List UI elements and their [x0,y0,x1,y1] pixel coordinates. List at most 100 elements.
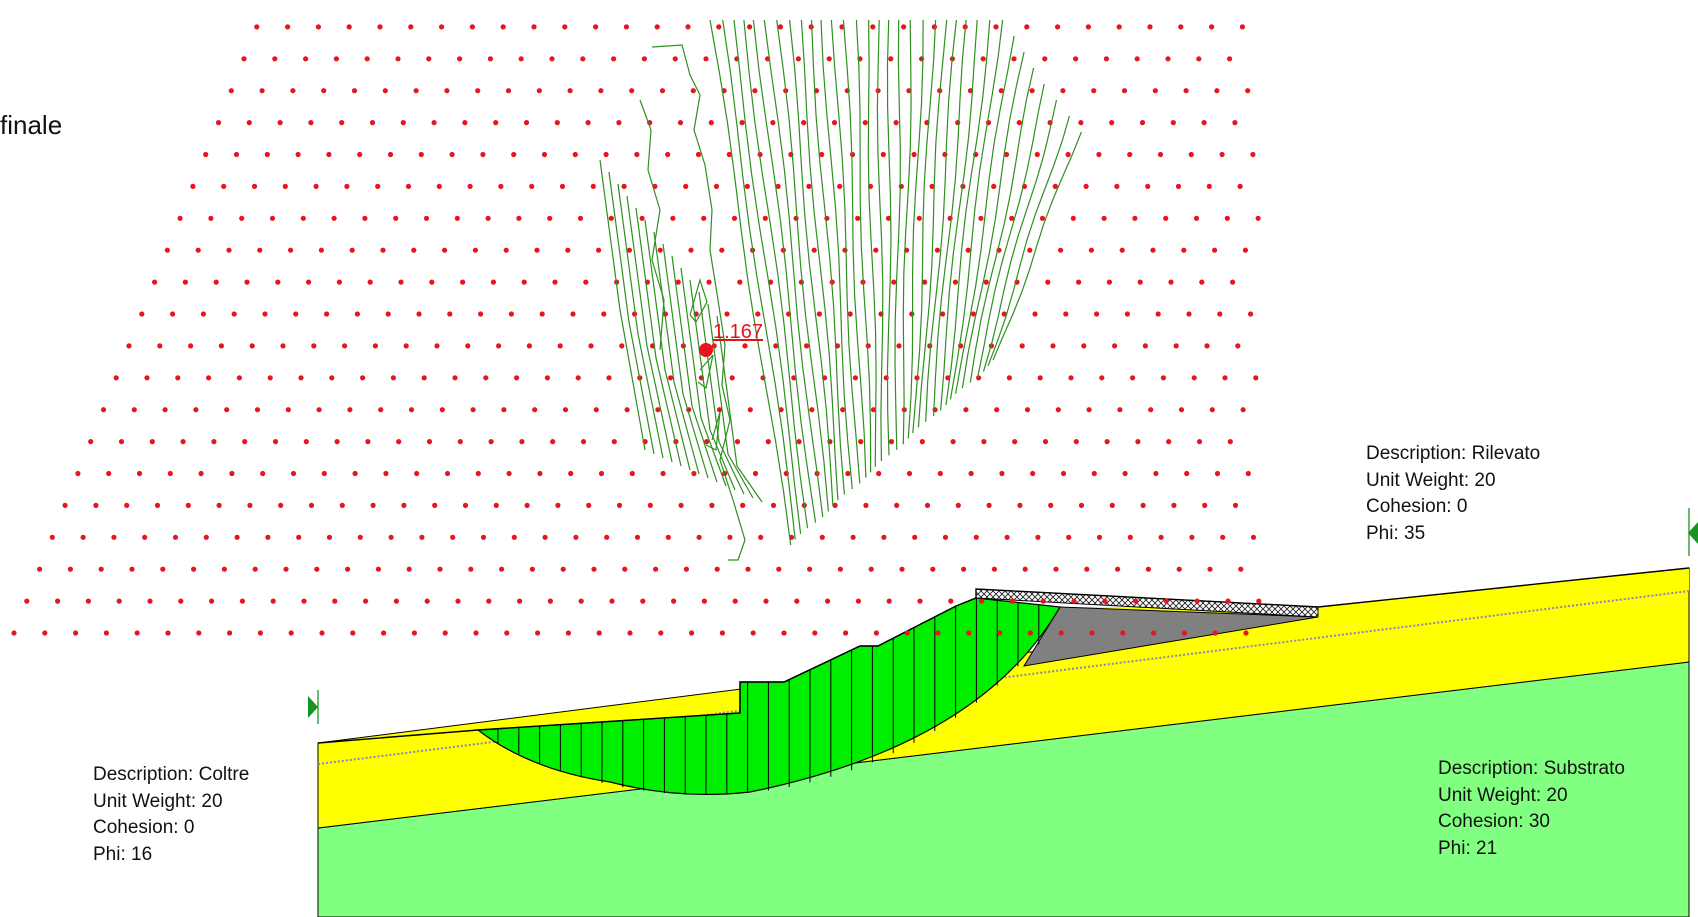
grid-centre-dot [234,534,240,540]
grid-centre-dot [405,183,412,189]
grid-centre-dot [737,279,743,285]
grid-centre-dot [747,24,753,30]
grid-centre-dot [1076,279,1082,285]
grid-centre-dot [619,343,625,349]
grid-centre-dot [716,24,722,30]
grid-centre-dot [1256,598,1262,604]
grid-centre-dot [434,343,440,349]
material-unit-weight: Unit Weight: 20 [1438,784,1568,806]
grid-centre-dot [188,343,194,349]
grid-centre-dot [547,215,553,221]
grid-centre-dot [1196,439,1203,445]
grid-centre-dot [272,439,279,445]
grid-centre-dot [426,439,433,445]
grid-centre-dot [226,247,232,253]
grid-centre-dot [1024,24,1030,30]
grid-centre-dot [713,183,720,189]
grid-centre-dot [228,88,234,94]
grid-centre-dot [275,279,281,285]
grid-centre-dot [437,566,443,572]
grid-centre-dot [981,439,987,445]
grid-centre-dot [1127,151,1133,158]
grid-centre-dot [1193,215,1200,221]
grid-centre-dot [688,247,694,253]
grid-centre-dot [752,88,758,94]
grid-centre-dot [880,151,886,158]
grid-centre-dot [654,24,660,30]
grid-centre-dot [611,439,617,445]
fos-contour-line [697,354,714,390]
grid-centre-dot [311,343,317,349]
grid-centre-dot [997,630,1003,636]
grid-centre-dot [413,88,419,94]
grid-centre-dot [952,279,959,285]
grid-centre-dot [1084,566,1090,572]
grid-centre-dot [339,120,345,126]
grid-centre-dot [590,183,596,189]
material-label-rilevato: Description: Rilevato Unit Weight: 20 Co… [1366,441,1540,547]
grid-centre-dot [1122,470,1128,477]
grid-centre-dot [755,311,761,317]
grid-centre-dot [1055,24,1061,30]
grid-centre-dot [393,598,399,604]
grid-centre-dot [535,630,541,636]
grid-centre-dot [1112,343,1118,349]
fos-contour-line [925,19,957,422]
grid-centre-dot [616,502,623,508]
grid-centre-dot [1202,502,1208,508]
grid-centre-dot [354,311,360,317]
grid-centre-dot [301,598,307,604]
grid-centre-dot [598,88,604,94]
grid-centre-dot [306,279,312,285]
grid-centre-dot [1003,151,1010,158]
grid-centre-dot [236,375,242,381]
grid-centre-dot [567,88,573,94]
grid-centre-dot [640,598,646,604]
grid-centre-dot [1070,215,1076,221]
grid-centre-dot [763,598,769,604]
grid-centre-dot [349,247,355,253]
grid-centre-dot [609,598,615,604]
grid-centre-dot [488,439,494,445]
grid-centre-dot [498,183,504,189]
grid-centre-dot [332,598,338,604]
grid-centre-dot [1186,311,1192,317]
grid-centre-dot [1147,24,1153,30]
grid-centre-dot [708,120,714,126]
fos-contour-line [651,44,746,561]
grid-centre-dot [67,566,73,572]
grid-centre-dot [55,598,61,604]
grid-centre-dot [606,375,612,381]
grid-centre-dot [1245,88,1251,94]
grid-centre-dot [152,279,158,285]
grid-centre-dot [678,502,684,508]
material-phi: Phi: 21 [1438,837,1498,859]
grid-centre-dot [1217,311,1223,317]
grid-centre-dot [762,215,768,221]
grid-centre-dot [277,120,283,126]
grid-centre-dot [200,311,206,317]
grid-centre-dot [1212,630,1218,636]
grid-centre-dot [870,407,877,413]
grid-centre-dot [1030,470,1036,477]
grid-centre-dot [285,24,291,30]
grid-centre-dot [1171,502,1177,508]
grid-centre-dot [1191,375,1197,381]
fos-contour-line [635,207,682,467]
grid-centre-dot [647,502,653,508]
grid-centre-dot [804,343,810,349]
grid-centre-dot [825,598,831,604]
grid-centre-dot [180,439,186,445]
grid-centre-dot [550,439,556,445]
grid-centre-dot [809,407,815,413]
grid-centre-dot [216,502,222,508]
grid-centre-dot [758,534,764,540]
fos-contour-line [949,19,1004,400]
fos-contour-line [599,159,646,451]
grid-centre-dot [1032,311,1038,317]
grid-centre-dot [580,56,586,62]
fos-contour-line [876,19,884,462]
grid-centre-dot [462,120,468,126]
grid-centre-dot [308,120,314,126]
grid-centre-dot [257,630,263,636]
